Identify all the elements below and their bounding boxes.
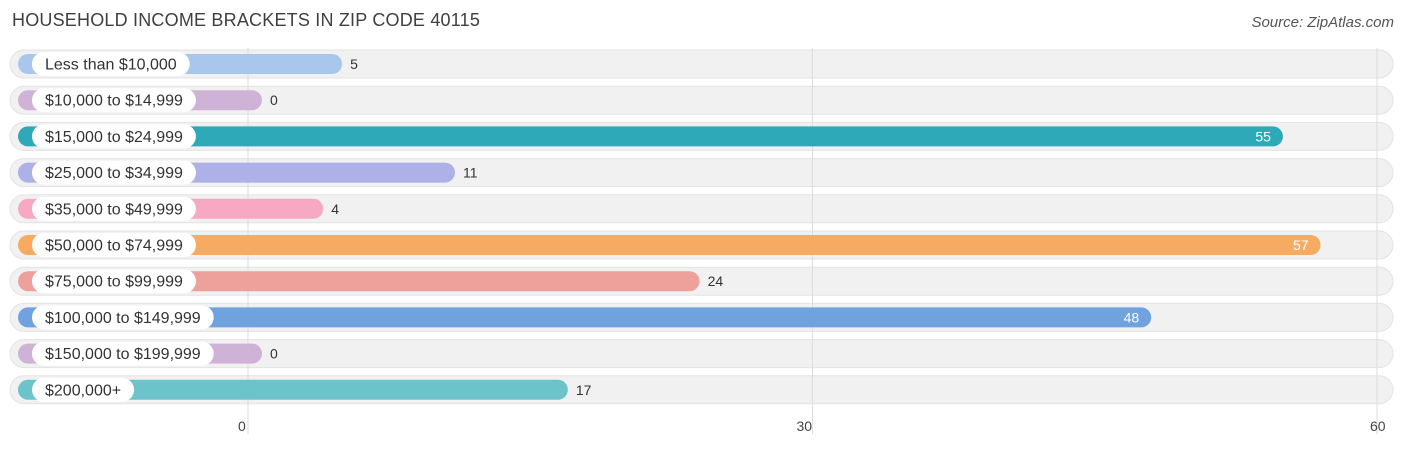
category-label: $150,000 to $199,999 bbox=[45, 346, 201, 363]
bar bbox=[18, 307, 1152, 328]
category-label-pill bbox=[32, 377, 135, 402]
category-label: $35,000 to $49,999 bbox=[45, 201, 183, 218]
bar bbox=[18, 235, 1321, 255]
category-label-pill bbox=[32, 341, 214, 366]
category-label: $100,000 to $149,999 bbox=[45, 310, 201, 327]
category-label: $50,000 to $74,999 bbox=[45, 238, 183, 255]
category-label-pill bbox=[32, 124, 196, 149]
value-label: 57 bbox=[1293, 237, 1309, 253]
category-label-pill bbox=[32, 269, 196, 294]
category-label-pill bbox=[32, 160, 196, 185]
chart-title: HOUSEHOLD INCOME BRACKETS IN ZIP CODE 40… bbox=[12, 10, 481, 30]
row-background bbox=[9, 194, 1394, 224]
bar bbox=[18, 379, 568, 400]
value-label: 48 bbox=[1124, 309, 1140, 325]
bar bbox=[18, 126, 1283, 147]
value-label: 24 bbox=[708, 273, 724, 289]
category-label-pill bbox=[32, 196, 196, 221]
category-label: $75,000 to $99,999 bbox=[45, 274, 183, 291]
value-label: 17 bbox=[576, 382, 592, 398]
category-label: Less than $10,000 bbox=[45, 57, 177, 74]
x-tick-label: 60 bbox=[1370, 418, 1386, 434]
category-label-pill bbox=[32, 52, 190, 76]
category-label: $25,000 to $34,999 bbox=[45, 165, 183, 182]
x-tick-label: 0 bbox=[238, 418, 246, 434]
value-label: 55 bbox=[1255, 128, 1271, 144]
chart-source: Source: ZipAtlas.com bbox=[1251, 14, 1394, 31]
row-background bbox=[9, 49, 1394, 79]
row-background bbox=[9, 85, 1394, 115]
x-tick-label: 30 bbox=[797, 418, 813, 434]
value-label: 4 bbox=[331, 201, 339, 217]
value-label: 0 bbox=[270, 346, 278, 362]
row-background bbox=[9, 339, 1394, 369]
category-label-pill bbox=[32, 88, 196, 113]
category-label-pill bbox=[32, 233, 196, 257]
value-label: 11 bbox=[463, 165, 478, 181]
category-label: $200,000+ bbox=[45, 382, 121, 399]
category-label-pill bbox=[32, 305, 214, 330]
category-label: $10,000 to $14,999 bbox=[45, 93, 183, 110]
value-label: 5 bbox=[350, 56, 358, 72]
value-label: 0 bbox=[270, 92, 278, 108]
category-label: $15,000 to $24,999 bbox=[45, 129, 183, 146]
